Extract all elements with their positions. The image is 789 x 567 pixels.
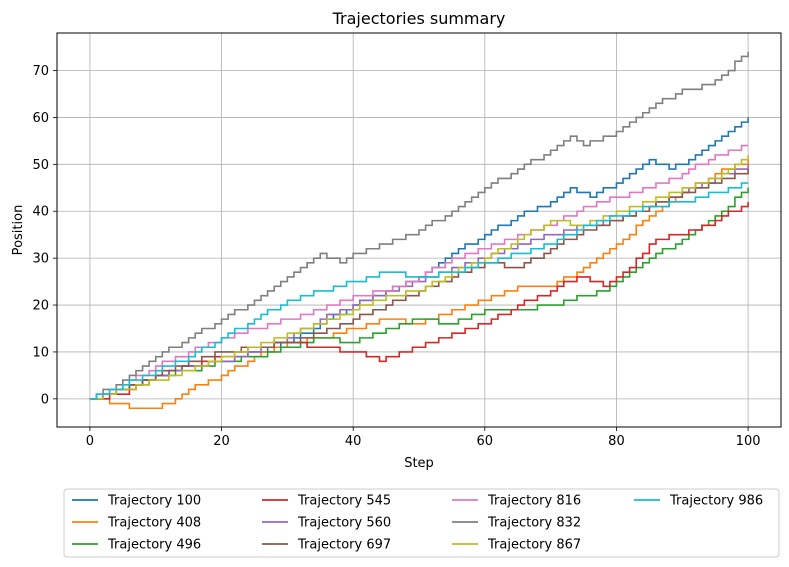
y-tick-label: 50 (32, 158, 49, 173)
y-tick-label: 20 (32, 299, 49, 314)
series-line-1 (89, 159, 749, 410)
chart-title: Trajectories summary (332, 9, 506, 28)
legend-label: Trajectory 697 (297, 538, 391, 553)
plot-series (89, 51, 749, 410)
legend-label: Trajectory 986 (669, 494, 763, 509)
legend-label: Trajectory 100 (107, 494, 201, 509)
y-tick-label: 0 (41, 392, 49, 407)
x-tick-label: 20 (213, 434, 230, 449)
y-axis: 0 10 20 30 40 50 60 70 (32, 64, 57, 407)
legend: Trajectory 100 Trajectory 408 Trajectory 4… (63, 488, 780, 558)
legend-label: Trajectory 496 (107, 538, 201, 553)
legend-label: Trajectory 560 (297, 516, 391, 531)
x-tick-label: 40 (345, 434, 362, 449)
x-axis-label: Step (404, 456, 434, 471)
x-axis: 0 20 40 60 80 100 (86, 427, 761, 449)
y-tick-label: 10 (32, 345, 49, 360)
x-tick-label: 80 (608, 434, 625, 449)
y-tick-label: 70 (32, 64, 49, 79)
x-tick-label: 100 (736, 434, 761, 449)
legend-label: Trajectory 545 (297, 494, 391, 509)
series-line-7 (89, 51, 749, 400)
y-tick-label: 30 (32, 252, 49, 267)
legend-label: Trajectory 408 (107, 516, 201, 531)
grid (57, 33, 781, 427)
legend-label: Trajectory 832 (487, 516, 581, 531)
y-tick-label: 60 (32, 111, 49, 126)
y-tick-label: 40 (32, 205, 49, 220)
series-line-9 (89, 182, 749, 400)
plot-frame (56, 32, 782, 428)
x-tick-label: 60 (477, 434, 494, 449)
y-axis-label: Position (11, 205, 26, 256)
series-line-8 (89, 154, 749, 400)
legend-box (63, 488, 780, 558)
series-line-3 (89, 201, 749, 400)
series-line-5 (89, 169, 749, 400)
legend-label: Trajectory 816 (487, 494, 581, 509)
x-tick-label: 0 (86, 434, 94, 449)
legend-label: Trajectory 867 (487, 538, 581, 553)
